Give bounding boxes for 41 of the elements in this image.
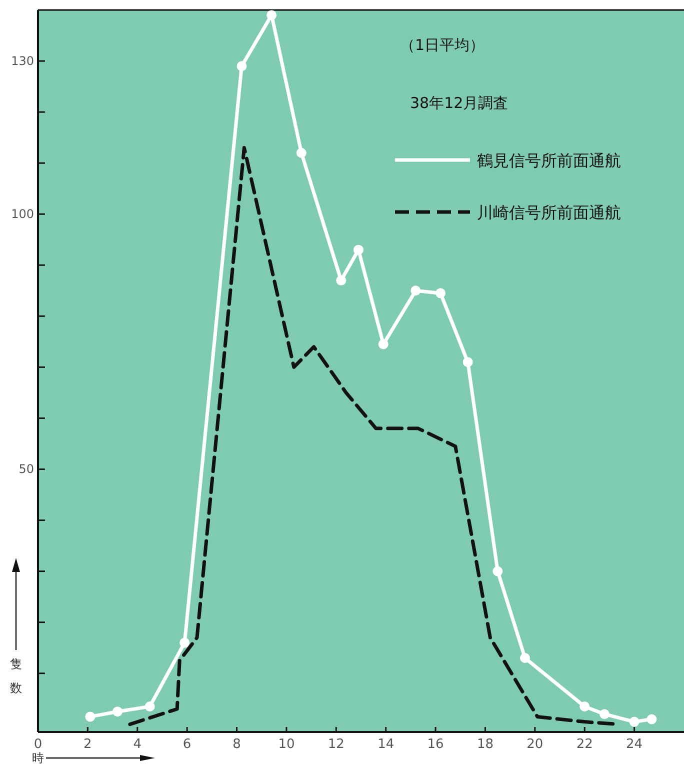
x-tick-label: 22 [576,737,593,752]
y-tick-label: 100 [11,207,34,222]
point [354,244,364,255]
x-tick-label: 8 [232,737,241,752]
point [112,706,123,717]
x-tick-label: 18 [476,737,494,752]
annotation: 38年12月調査 [410,94,508,112]
point [410,286,421,296]
point [144,701,155,712]
point [492,566,503,576]
x-tick-label: 0 [34,737,42,752]
point [580,701,590,712]
point [180,638,190,648]
point [296,148,306,158]
legend-label: 鶴見信号所前面通航 [477,151,621,170]
x-tick-label: 14 [378,737,394,752]
point [336,275,346,286]
x-tick-label: 4 [133,737,142,752]
point [646,714,657,724]
x-axis-title: 時 [32,751,44,765]
x-tick-label: 10 [278,737,295,752]
x-tick-label: 20 [526,737,544,752]
y-tick-label: 130 [11,54,34,68]
point [236,61,247,72]
point [378,339,388,350]
y-tick-label: 50 [18,462,34,476]
annotation: （1日平均） [400,36,485,54]
point [520,653,530,664]
x-tick-label: 24 [626,737,643,752]
point [629,716,640,727]
x-tick-label: 16 [427,737,444,752]
x-tick-label: 12 [328,737,344,752]
x-tick-label: 6 [182,737,192,752]
x-tick-label: 2 [84,737,92,752]
point [85,712,96,722]
point [436,288,446,298]
point [599,709,610,720]
y-axis-title: 隻数 [10,657,22,695]
point [266,10,277,20]
point [462,357,473,368]
legend-label: 川崎信号所前面通航 [477,203,621,222]
